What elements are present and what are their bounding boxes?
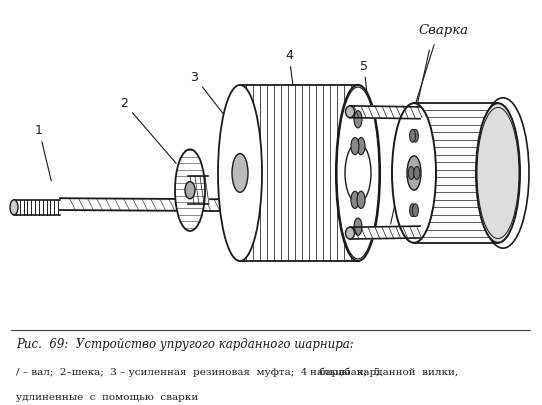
- Ellipse shape: [354, 219, 362, 236]
- Text: пальцы  карданной  вилки,: пальцы карданной вилки,: [310, 367, 458, 376]
- Polygon shape: [350, 107, 420, 119]
- Text: 4: 4: [285, 49, 295, 99]
- Ellipse shape: [357, 138, 365, 156]
- Text: 5: 5: [360, 60, 370, 120]
- Ellipse shape: [357, 192, 365, 209]
- Ellipse shape: [350, 154, 366, 193]
- Ellipse shape: [345, 143, 371, 204]
- Polygon shape: [414, 104, 498, 243]
- Text: / – вал;  2–шека;  3 – усиленная  резиновая  муфта;  4 – барабан;  5: / – вал; 2–шека; 3 – усиленная резиновая…: [16, 367, 380, 376]
- Polygon shape: [240, 86, 358, 261]
- Ellipse shape: [410, 130, 416, 143]
- Ellipse shape: [410, 204, 416, 217]
- Ellipse shape: [407, 156, 421, 191]
- Ellipse shape: [408, 167, 414, 180]
- Polygon shape: [60, 199, 230, 211]
- Ellipse shape: [354, 111, 362, 128]
- Ellipse shape: [10, 200, 18, 215]
- Ellipse shape: [414, 167, 420, 180]
- Text: 3: 3: [190, 70, 253, 153]
- Text: Рис.  69:  Устройство упругого карданного шарнира:: Рис. 69: Устройство упругого карданного …: [16, 337, 354, 350]
- Ellipse shape: [345, 107, 354, 118]
- Ellipse shape: [336, 86, 380, 261]
- Ellipse shape: [218, 86, 262, 261]
- Ellipse shape: [345, 228, 354, 239]
- Ellipse shape: [412, 204, 418, 217]
- Ellipse shape: [175, 150, 205, 231]
- Ellipse shape: [351, 192, 359, 209]
- Polygon shape: [230, 200, 245, 213]
- Ellipse shape: [185, 182, 195, 199]
- Text: 1: 1: [35, 124, 51, 181]
- Text: Сварка: Сварка: [418, 24, 468, 37]
- Ellipse shape: [412, 130, 418, 143]
- Ellipse shape: [351, 138, 359, 156]
- Text: удлиненные  с  помощью  сварки: удлиненные с помощью сварки: [16, 392, 198, 401]
- Ellipse shape: [232, 154, 248, 193]
- Text: 2: 2: [120, 97, 176, 164]
- Ellipse shape: [476, 104, 520, 243]
- Polygon shape: [350, 226, 420, 239]
- Ellipse shape: [392, 104, 436, 243]
